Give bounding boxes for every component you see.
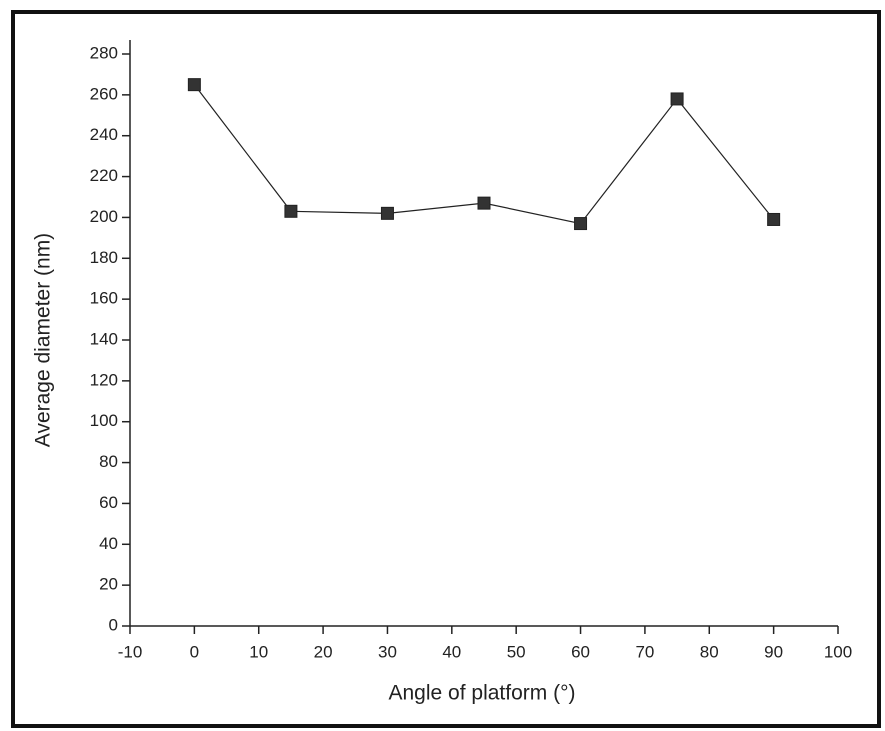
y-tick-label: 220 [90,166,118,185]
y-axis-title: Average diameter (nm) [32,233,55,447]
x-tick-label: 100 [824,642,852,661]
y-tick-label: 160 [90,289,118,308]
y-tick-label: 140 [90,329,118,348]
y-tick-label: 80 [99,452,118,471]
data-point [187,78,201,92]
data-point [477,196,491,210]
y-tick-label: 200 [90,207,118,226]
data-point [284,204,298,218]
y-tick-label: 60 [99,493,118,512]
x-axis-title: Angle of platform (°) [389,682,576,705]
x-tick-label: -10 [118,642,143,661]
x-tick-label: 20 [314,642,333,661]
y-tick-label: 40 [99,534,118,553]
x-tick-label: 60 [571,642,590,661]
y-tick-label: 20 [99,575,118,594]
x-tick-label: 0 [190,642,199,661]
y-tick-label: 280 [90,43,118,62]
data-point [380,206,394,220]
y-tick-label: 120 [90,370,118,389]
y-tick-label: 240 [90,125,118,144]
data-point [670,92,684,106]
data-point [767,212,781,226]
x-tick-label: 90 [764,642,783,661]
x-tick-label: 80 [700,642,719,661]
y-tick-label: 100 [90,411,118,430]
x-tick-label: 40 [442,642,461,661]
x-tick-label: 70 [635,642,654,661]
x-tick-label: 30 [378,642,397,661]
y-tick-label: 0 [109,615,118,634]
y-tick-label: 180 [90,248,118,267]
y-tick-label: 260 [90,84,118,103]
frame [11,10,881,728]
x-tick-label: 50 [507,642,526,661]
data-point [574,217,588,231]
x-tick-label: 10 [249,642,268,661]
